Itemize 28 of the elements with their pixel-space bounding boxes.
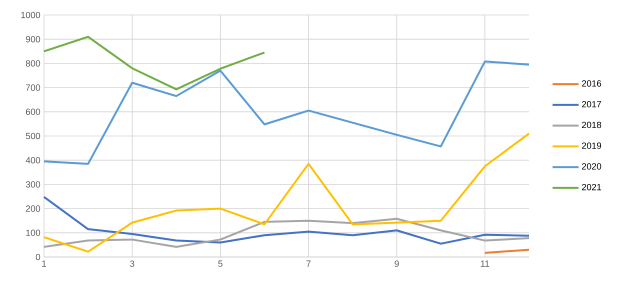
y-tick-label: 500 (26, 132, 40, 140)
legend-label: 2016 (582, 80, 602, 87)
x-tick-label: 7 (306, 260, 311, 267)
x-tick-label: 1 (42, 260, 46, 267)
legend-label: 2017 (582, 101, 602, 108)
line-series (43, 196, 530, 245)
y-tick-label: 800 (26, 60, 40, 67)
legend-label: 2018 (582, 122, 602, 128)
y-tick-label: 200 (26, 205, 40, 212)
legend-label: 2020 (582, 163, 602, 170)
line-series (43, 132, 530, 253)
legend-label: 2019 (582, 142, 602, 149)
legend-label: 2021 (582, 184, 602, 190)
y-tick-label: 900 (26, 36, 40, 42)
y-tick-label: 100 (26, 230, 40, 236)
x-tick-label: 9 (394, 260, 399, 267)
y-tick-label: 1000 (21, 12, 40, 18)
x-tick-label: 11 (480, 260, 490, 267)
y-tick-label: 600 (26, 108, 40, 115)
x-tick-label: 5 (218, 260, 222, 267)
y-tick-label: 700 (26, 84, 40, 91)
y-tick-label: 0 (36, 254, 40, 260)
x-tick-label: 3 (130, 260, 134, 267)
line-series (43, 218, 530, 248)
y-tick-label: 400 (26, 157, 40, 164)
line-series (43, 36, 266, 90)
y-tick-label: 300 (26, 181, 40, 188)
line-series (43, 60, 530, 165)
